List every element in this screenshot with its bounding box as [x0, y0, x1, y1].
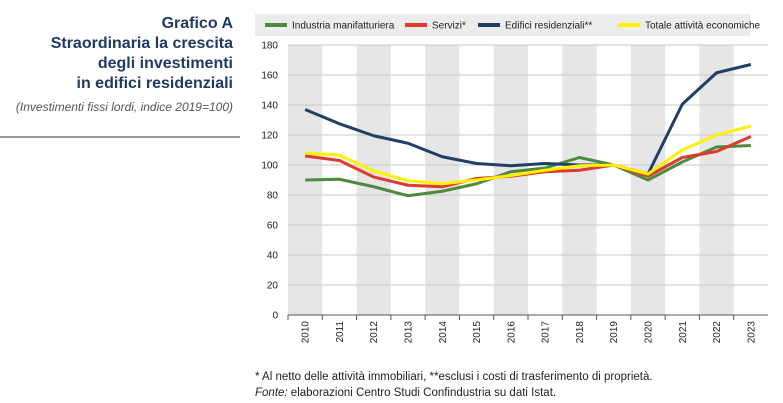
- title-block: Grafico A Straordinaria la crescita degl…: [0, 15, 240, 138]
- footnote: * Al netto delle attività immobiliari, *…: [255, 371, 653, 383]
- x-tick-label: 2016: [506, 321, 517, 344]
- legend-label: Industria manifatturiera: [292, 21, 395, 32]
- y-tick-label: 20: [267, 281, 279, 292]
- x-tick-label: 2017: [541, 321, 552, 344]
- x-tick-label: 2010: [301, 321, 312, 344]
- column-shade: [425, 45, 460, 315]
- legend-box: [255, 14, 750, 36]
- column-shade: [493, 45, 528, 315]
- y-tick-label: 180: [261, 41, 278, 52]
- x-tick-label: 2018: [575, 321, 586, 344]
- title-line: Straordinaria la crescita: [51, 35, 233, 52]
- series-line: [305, 144, 751, 198]
- x-tick-label: 2014: [438, 321, 449, 344]
- y-tick-label: 0: [272, 311, 278, 322]
- source-label: Fonte:: [255, 387, 288, 399]
- subtitle: (Investimenti fissi lordi, indice 2019=1…: [16, 100, 233, 114]
- legend-label: Edifici residenziali**: [505, 21, 592, 32]
- x-tick-label: 2013: [404, 321, 415, 344]
- column-shade: [699, 45, 734, 315]
- y-tick-label: 120: [261, 131, 278, 142]
- y-tick-label: 80: [267, 191, 279, 202]
- source: Fonte: elaborazioni Centro Studi Confind…: [255, 387, 556, 399]
- source-text: elaborazioni Centro Studi Confindustria …: [288, 387, 556, 399]
- x-tick-label: 2023: [746, 321, 757, 344]
- y-tick-label: 140: [261, 101, 278, 112]
- legend-label: Totale attività economiche: [645, 21, 761, 32]
- title-line: Grafico A: [162, 15, 234, 32]
- title-line: degli investimenti: [98, 55, 233, 72]
- y-tick-label: 160: [261, 71, 278, 82]
- y-tick-label: 100: [261, 161, 278, 172]
- x-tick-label: 2020: [644, 321, 655, 344]
- y-tick-label: 40: [267, 251, 279, 262]
- column-shade: [562, 45, 597, 315]
- x-tick-label: 2012: [369, 321, 380, 344]
- legend-label: Servizi*: [432, 21, 466, 32]
- title-line: in edifici residenziali: [77, 75, 234, 92]
- x-tick-label: 2021: [678, 321, 689, 344]
- series-line: [305, 124, 752, 186]
- x-tick-label: 2015: [472, 321, 483, 344]
- series-line: [304, 63, 752, 176]
- x-tick-label: 2019: [609, 321, 620, 344]
- x-tick-label: 2022: [712, 321, 723, 344]
- y-tick-label: 60: [267, 221, 279, 232]
- x-tick-label: 2011: [335, 321, 346, 343]
